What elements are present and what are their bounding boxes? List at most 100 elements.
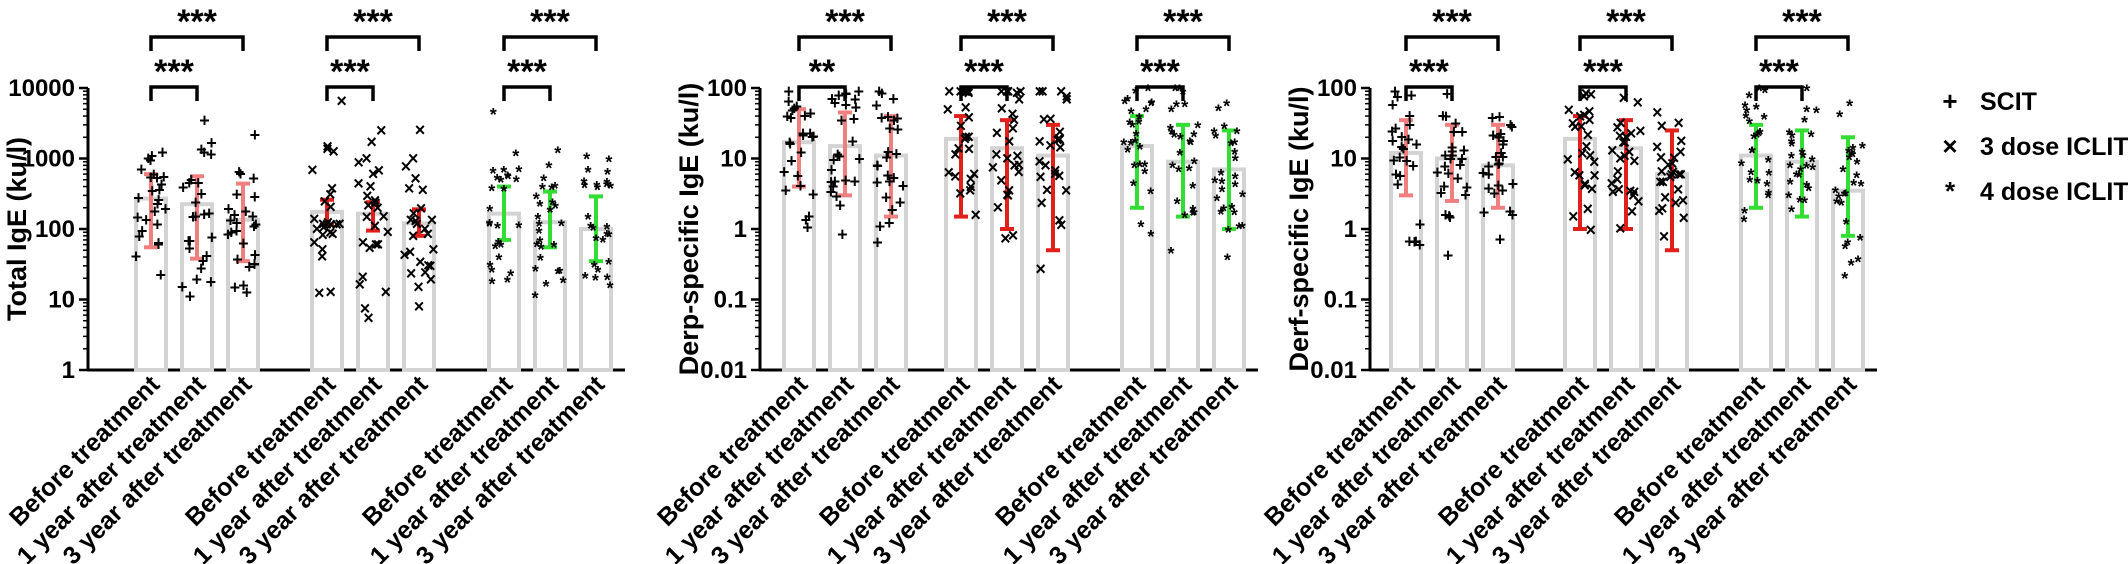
- data-point-marker: ×: [1050, 164, 1061, 184]
- series-group-3: **************************Before treatme…: [990, 3, 1246, 564]
- data-point-marker: ×: [426, 269, 437, 289]
- data-point-marker: *: [535, 224, 542, 244]
- data-point-marker: *: [536, 217, 543, 237]
- data-point-marker: ×: [1629, 182, 1640, 202]
- data-point-marker: +: [796, 143, 807, 163]
- data-point-marker: *: [1841, 187, 1848, 207]
- significance-bracket: [1135, 35, 1231, 51]
- data-point-marker: +: [145, 150, 156, 170]
- data-point-marker: *: [587, 219, 594, 239]
- data-point-marker: +: [1479, 203, 1490, 223]
- data-point-marker: *: [594, 263, 601, 283]
- data-point-marker: *: [1809, 153, 1816, 173]
- data-point-marker: *: [1858, 177, 1865, 197]
- data-point-marker: *: [515, 218, 522, 238]
- data-point-marker: ×: [1042, 180, 1053, 200]
- data-point-marker: ×: [1564, 100, 1575, 120]
- data-point-marker: ×: [1575, 106, 1586, 126]
- data-point-marker: *: [558, 216, 565, 236]
- data-point-marker: ×: [988, 157, 999, 177]
- data-point-marker: +: [872, 233, 883, 253]
- data-point-marker: +: [1415, 215, 1426, 235]
- data-point-marker: +: [877, 84, 888, 104]
- legend: + SCIT × 3 dose ICLIT * 4 dose ICLIT: [1942, 86, 2128, 206]
- data-point-marker: *: [1239, 187, 1246, 207]
- data-point-marker: +: [798, 123, 809, 143]
- data-point-marker: *: [497, 173, 504, 193]
- significance-bracket: [959, 85, 1009, 101]
- data-point-marker: ×: [960, 82, 971, 102]
- data-point-marker: +: [250, 125, 261, 145]
- y-tick-label: 10: [720, 146, 747, 173]
- data-point-marker: *: [1141, 164, 1148, 184]
- data-point-marker: ×: [950, 167, 961, 187]
- data-point-marker: *: [486, 202, 493, 222]
- data-point-marker: ×: [362, 186, 373, 206]
- data-point-marker: *: [1788, 203, 1795, 223]
- plus-marker-icon: +: [1942, 86, 1957, 116]
- data-point-marker: ×: [1663, 155, 1674, 175]
- data-point-marker: *: [1189, 202, 1196, 222]
- y-tick-label: 1: [1344, 216, 1357, 243]
- data-point-marker: ×: [1574, 166, 1585, 186]
- data-point-marker: *: [1843, 215, 1850, 235]
- data-point-marker: ×: [961, 82, 972, 102]
- data-point-marker: *: [1793, 167, 1800, 187]
- data-point-marker: +: [1449, 122, 1460, 142]
- data-point-marker: +: [1483, 157, 1494, 177]
- chart-panel-2: Derp-specific IgE (ku/l)0.010.1110100+++…: [652, 3, 1258, 564]
- data-point-marker: *: [1223, 97, 1230, 117]
- data-point-marker: *: [581, 179, 588, 199]
- data-point-marker: *: [1788, 149, 1795, 169]
- data-point-marker: *: [1172, 82, 1179, 102]
- data-point-marker: *: [1215, 101, 1222, 121]
- data-point-marker: *: [1186, 162, 1193, 182]
- data-point-marker: +: [785, 134, 796, 154]
- data-point-marker: +: [153, 234, 164, 254]
- data-point-marker: *: [1788, 128, 1795, 148]
- data-point-marker: +: [1441, 107, 1452, 127]
- data-point-marker: ×: [991, 145, 1002, 165]
- data-point-marker: +: [802, 218, 813, 238]
- data-point-marker: ×: [327, 179, 338, 199]
- data-point-marker: ×: [370, 216, 381, 236]
- data-point-marker: *: [1839, 163, 1846, 183]
- data-point-marker: *: [1131, 158, 1138, 178]
- data-point-marker: +: [876, 108, 887, 128]
- data-point-marker: +: [1411, 231, 1422, 251]
- data-point-marker: +: [1459, 140, 1470, 160]
- data-point-marker: +: [232, 185, 243, 205]
- data-point-marker: +: [800, 106, 811, 126]
- data-point-marker: ×: [358, 267, 369, 287]
- data-point-marker: *: [554, 265, 561, 285]
- data-point-marker: *: [539, 180, 546, 200]
- data-point-marker: +: [828, 176, 839, 196]
- data-point-marker: +: [1387, 95, 1398, 115]
- data-point-marker: ×: [368, 164, 379, 184]
- data-point-marker: ×: [1569, 162, 1580, 182]
- data-point-marker: ×: [382, 222, 393, 242]
- data-point-marker: *: [547, 203, 554, 223]
- data-point-marker: *: [1213, 191, 1220, 211]
- data-point-marker: ×: [415, 120, 426, 140]
- data-point-marker: +: [249, 254, 260, 274]
- data-point-marker: +: [1403, 129, 1414, 149]
- data-point-marker: ×: [944, 82, 955, 102]
- data-point-marker: ×: [1056, 82, 1067, 102]
- data-point-marker: *: [1136, 140, 1143, 160]
- data-point-marker: *: [1809, 160, 1816, 180]
- data-point-marker: ×: [1676, 131, 1687, 151]
- data-point-marker: *: [494, 171, 501, 191]
- data-point-marker: ×: [317, 246, 328, 266]
- data-point-marker: +: [787, 100, 798, 120]
- data-point-marker: *: [1750, 130, 1757, 150]
- significance-bracket: [1578, 35, 1674, 51]
- data-point-marker: *: [1224, 250, 1231, 270]
- data-point-marker: +: [230, 278, 241, 298]
- data-point-marker: +: [206, 272, 217, 292]
- data-point-marker: ×: [325, 282, 336, 302]
- data-point-marker: +: [232, 249, 243, 269]
- data-point-marker: *: [1795, 168, 1802, 188]
- data-point-marker: *: [1803, 82, 1810, 102]
- data-point-marker: ×: [318, 225, 329, 245]
